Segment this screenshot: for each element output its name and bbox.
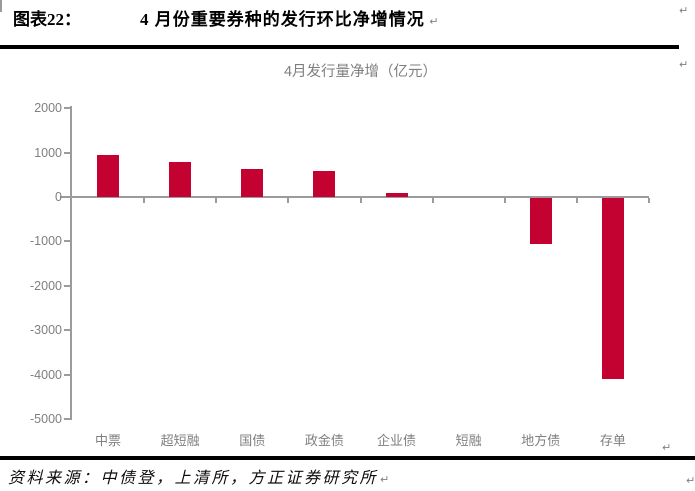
y-tick-label: -1000	[30, 234, 62, 249]
bar-地方债	[529, 198, 552, 244]
y-axis-tick	[64, 329, 70, 332]
x-tick-label: 地方债	[521, 433, 561, 448]
y-tick-label: -4000	[30, 367, 62, 382]
y-axis-tick	[64, 240, 70, 243]
y-axis-tick	[64, 418, 70, 421]
paragraph-return-icon: ↵	[679, 58, 689, 71]
y-tick-label: -5000	[30, 412, 62, 427]
x-tick-label: 企业债	[377, 433, 417, 448]
figure-header: 图表22： 4 月份重要券种的发行环比净增情况 ↵	[13, 5, 438, 30]
bar-中票	[97, 154, 120, 197]
y-axis-tick	[64, 151, 70, 154]
y-axis-tick	[64, 373, 70, 376]
y-axis-tick	[64, 107, 70, 110]
source-note: 资料来源：中债登，上清所，方正证券研究所 ↵	[8, 464, 389, 488]
x-axis-tick	[575, 198, 578, 203]
x-tick-label: 国债	[239, 433, 266, 448]
bar-超短融	[169, 162, 192, 197]
bar-存单	[601, 198, 624, 379]
paragraph-return-icon: ↵	[662, 441, 672, 454]
figure-title: 4 月份重要券种的发行环比净增情况	[140, 10, 425, 29]
source-text: 资料来源：中债登，上清所，方正证券研究所	[8, 470, 379, 487]
y-axis-line	[70, 106, 72, 420]
x-axis-line	[72, 196, 649, 198]
y-tick-label: 1000	[34, 145, 62, 160]
x-tick-label: 政金债	[304, 433, 344, 448]
bottom-divider	[0, 456, 695, 460]
x-tick-label: 中票	[95, 433, 122, 448]
x-axis-tick	[215, 198, 218, 203]
y-tick-label: 2000	[34, 101, 62, 116]
y-tick-label: -3000	[30, 323, 62, 338]
y-tick-label: 0	[55, 190, 62, 204]
x-axis-tick	[143, 198, 146, 203]
paragraph-return-icon: ↵	[686, 474, 695, 487]
y-axis-tick	[64, 284, 70, 287]
table-border-fragment	[0, 0, 2, 12]
x-tick-label: 短融	[455, 433, 482, 448]
y-tick-label: -2000	[30, 278, 62, 293]
x-tick-label: 超短融	[160, 433, 200, 448]
x-axis-tick	[431, 198, 434, 203]
y-axis-tick	[60, 196, 70, 198]
bar-政金债	[313, 171, 336, 197]
x-axis-tick	[503, 198, 506, 203]
x-axis-tick	[359, 198, 362, 203]
paragraph-return-icon: ↵	[380, 473, 390, 486]
paragraph-return-icon: ↵	[429, 15, 439, 28]
bar-国债	[241, 168, 264, 197]
bar-企业债	[385, 192, 408, 197]
paragraph-return-icon: ↵	[679, 4, 689, 17]
chart-title: 4月发行量净增（亿元）	[283, 64, 438, 80]
x-axis-tick	[287, 198, 290, 203]
x-tick-label: 存单	[599, 433, 626, 448]
figure-label: 图表22：	[13, 10, 81, 29]
top-divider	[0, 45, 679, 49]
x-axis-tick	[648, 198, 650, 203]
